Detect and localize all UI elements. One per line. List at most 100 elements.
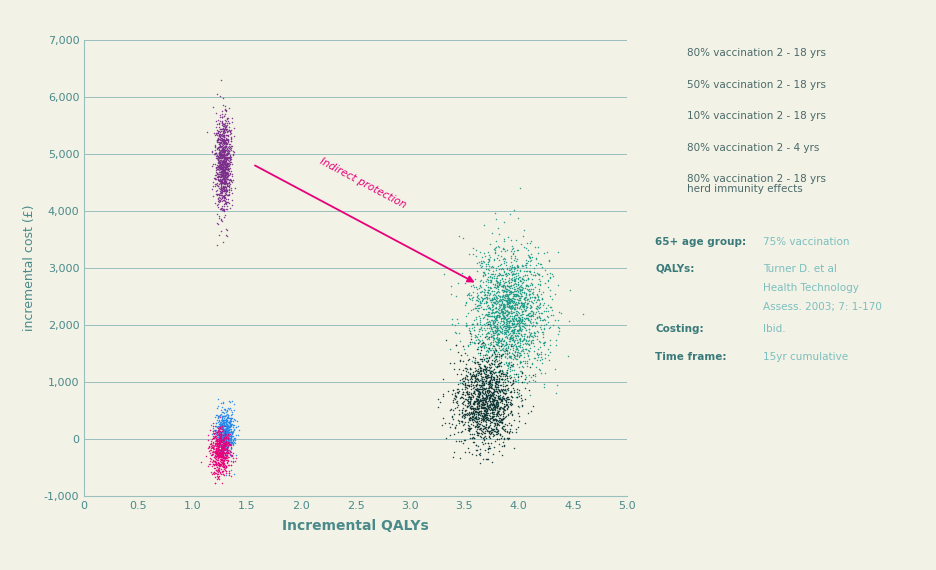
Point (550, 323, 565, 332)
Point (209, 148, 224, 157)
Point (532, 311, 547, 320)
Point (221, 103, 236, 112)
Point (482, 303, 497, 312)
Point (479, 294, 494, 303)
Point (507, 315, 522, 324)
Point (506, 359, 521, 368)
Point (497, 284, 512, 293)
Point (213, 434, 228, 443)
Point (217, 175, 232, 184)
Point (478, 425, 493, 434)
Point (215, 122, 230, 131)
Point (485, 306, 500, 315)
Point (212, 158, 227, 167)
Point (214, 141, 229, 150)
Point (212, 421, 227, 430)
Point (222, 449, 237, 458)
Point (227, 123, 241, 132)
Point (218, 427, 233, 436)
Point (221, 153, 236, 162)
Point (218, 160, 233, 169)
Point (492, 277, 507, 286)
Point (217, 152, 232, 161)
Point (481, 372, 496, 381)
Point (489, 424, 504, 433)
Point (205, 451, 220, 460)
Point (211, 459, 226, 468)
Point (499, 420, 514, 429)
Point (490, 396, 505, 405)
Point (204, 458, 219, 467)
Point (209, 149, 224, 158)
Point (475, 380, 490, 389)
Point (224, 422, 239, 431)
Point (213, 138, 228, 147)
Point (225, 409, 240, 418)
Point (214, 194, 229, 203)
Point (479, 406, 494, 415)
Point (489, 399, 504, 408)
Point (505, 325, 520, 335)
Point (494, 367, 509, 376)
Point (475, 428, 490, 437)
Point (509, 290, 524, 299)
Point (472, 335, 487, 344)
Point (497, 302, 512, 311)
Point (443, 290, 458, 299)
Point (490, 409, 505, 418)
Point (455, 427, 470, 436)
Point (208, 436, 223, 445)
Point (479, 372, 494, 381)
Point (482, 283, 497, 292)
Point (218, 445, 233, 454)
Point (210, 450, 225, 459)
Point (468, 331, 483, 340)
Point (210, 170, 225, 179)
Point (462, 400, 477, 409)
Point (458, 417, 473, 426)
Point (211, 453, 226, 462)
Point (525, 280, 540, 289)
Point (517, 345, 532, 354)
Point (223, 132, 238, 141)
Point (563, 286, 578, 295)
Point (527, 328, 542, 337)
Point (458, 321, 473, 330)
Point (488, 375, 503, 384)
Point (478, 431, 493, 440)
Point (534, 320, 548, 329)
Point (217, 179, 232, 188)
Point (217, 176, 232, 185)
Point (217, 179, 232, 188)
Point (215, 430, 230, 439)
Point (218, 428, 233, 437)
Point (446, 452, 461, 461)
Point (212, 452, 227, 461)
Point (216, 158, 231, 168)
Point (461, 341, 475, 350)
Point (218, 178, 233, 188)
Point (216, 137, 231, 146)
Point (224, 113, 239, 123)
Point (490, 404, 505, 413)
Point (523, 328, 538, 337)
Point (213, 445, 228, 454)
Point (212, 468, 227, 477)
Point (510, 301, 525, 310)
Point (218, 150, 233, 159)
Point (206, 456, 221, 465)
Point (486, 400, 501, 409)
Point (485, 427, 500, 436)
Point (479, 363, 494, 372)
Point (483, 305, 498, 314)
Point (216, 156, 231, 165)
Point (496, 309, 511, 318)
Point (221, 437, 236, 446)
Point (481, 286, 496, 295)
Point (454, 393, 469, 402)
Point (221, 181, 236, 190)
Point (533, 303, 548, 312)
Point (489, 398, 504, 408)
Point (442, 359, 457, 368)
Point (482, 271, 497, 280)
